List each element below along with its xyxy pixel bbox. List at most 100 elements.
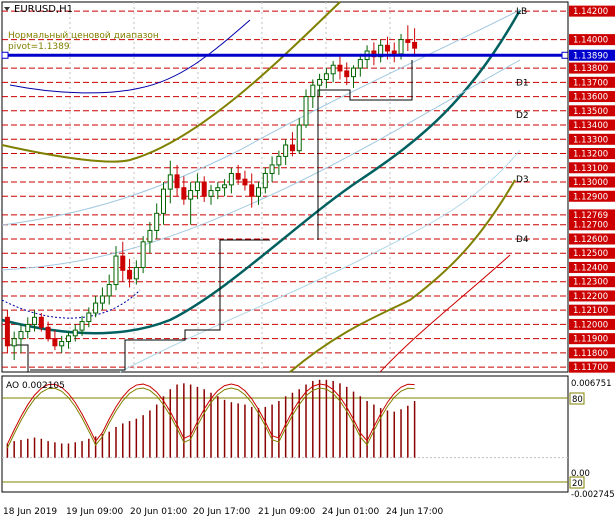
candle [215, 182, 221, 200]
candle-body [59, 341, 65, 347]
candle [303, 89, 309, 128]
candle-body [201, 181, 207, 197]
pivot-step [317, 60, 413, 240]
price-tick-bg [569, 347, 615, 359]
candle-body [120, 255, 126, 271]
price-tick-bg [569, 304, 615, 316]
candle [242, 170, 248, 191]
price-tick: 1.12500 [573, 249, 608, 259]
candle [201, 176, 207, 202]
level-label: D3 [516, 175, 529, 185]
price-tick-bg [569, 148, 615, 160]
ao-signal-line [6, 387, 415, 449]
candle-body [412, 41, 418, 49]
price-tick: 1.13600 [573, 93, 608, 103]
price-tick: 1.14200 [573, 7, 608, 17]
price-tick: 1.11700 [573, 363, 608, 373]
current-price-value: 1.13890 [573, 51, 608, 61]
candle-body [330, 64, 336, 75]
time-label: 20 Jun 01:00 [130, 507, 187, 517]
candle [310, 79, 316, 108]
candle [351, 65, 357, 89]
price-tick: 1.12900 [573, 192, 608, 202]
candle [147, 221, 153, 254]
candle-body [391, 50, 397, 55]
candle [52, 330, 58, 351]
envelope-upper [1, 1, 341, 163]
candle [228, 167, 234, 194]
candle-body [296, 124, 302, 152]
candle [181, 176, 187, 205]
candle [11, 331, 17, 361]
price-grid [2, 2, 568, 372]
candle [113, 246, 119, 291]
candle [99, 287, 105, 311]
current-price-tag: 1.13890 [569, 49, 615, 61]
candle [289, 132, 295, 157]
price-tick-bg [569, 333, 615, 345]
price-tick-bg [569, 162, 615, 174]
price-tick-bg [569, 190, 615, 202]
time-label: 18 Jun 2019 [3, 507, 57, 517]
candle-body [242, 178, 248, 186]
current-price-handle-right[interactable] [561, 51, 569, 59]
chart-header: EURUSD,H1 Нормальный ценовой диапазон pi… [4, 4, 159, 52]
time-label: 20 Jun 17:00 [193, 507, 250, 517]
candles [4, 25, 418, 361]
ao-title: AO 0.002105 [6, 381, 65, 391]
ao-indicator [2, 379, 568, 483]
candle-body [317, 78, 323, 86]
candle [79, 315, 85, 336]
candle-body [52, 338, 58, 347]
price-tick: 1.12200 [573, 292, 608, 302]
time-label: 24 Jun 01:00 [322, 507, 379, 517]
price-tick: 1.12100 [573, 306, 608, 316]
candle [249, 173, 255, 208]
candle [235, 164, 241, 185]
candle [412, 28, 418, 57]
candle-body [86, 312, 92, 323]
candle-body [405, 39, 411, 43]
ao-tick-80: 80 [572, 395, 583, 405]
candle-body [188, 190, 194, 200]
channel-guide [1, 59, 521, 271]
price-tick: 1.11800 [573, 349, 608, 359]
candle-body [160, 188, 166, 214]
pivot-label: pivot=1.1389 [8, 42, 70, 52]
time-label: 19 Jun 09:00 [66, 507, 123, 517]
candle-body [79, 321, 85, 331]
candle [38, 313, 44, 332]
level-label: LB [516, 7, 527, 17]
current-price-handle-left[interactable] [1, 51, 9, 59]
candle [32, 310, 38, 332]
candle [65, 331, 71, 349]
candle [323, 68, 329, 89]
price-tick-bg [569, 276, 615, 288]
dropdown-triangle-icon[interactable] [4, 7, 10, 11]
candle-body [215, 187, 221, 192]
price-tick: 1.13800 [573, 64, 608, 74]
candle [357, 53, 363, 77]
level-label: D1 [516, 78, 529, 88]
candle-body [18, 331, 24, 340]
time-label: 24 Jun 17:00 [386, 507, 443, 517]
candle-body [38, 316, 44, 328]
price-tick-bg [569, 209, 615, 221]
candle-body [32, 316, 38, 325]
price-tick: 1.12769 [573, 211, 608, 221]
price-tick-bg [569, 34, 615, 46]
candle-body [344, 70, 350, 78]
symbol-label: EURUSD,H1 [14, 4, 73, 15]
time-axis: 18 Jun 2019 19 Jun 09:00 20 Jun 01:00 20… [3, 507, 443, 517]
price-tick: 1.13300 [573, 135, 608, 145]
price-tick-bg [569, 247, 615, 259]
candle [262, 167, 268, 194]
price-tick-bg [569, 119, 615, 131]
candle [140, 236, 146, 274]
candle-body [181, 187, 187, 200]
range-label: Нормальный ценовой диапазон [8, 31, 159, 41]
candle-body [357, 59, 363, 69]
price-tick-bg [569, 105, 615, 117]
candle-body [289, 144, 295, 152]
